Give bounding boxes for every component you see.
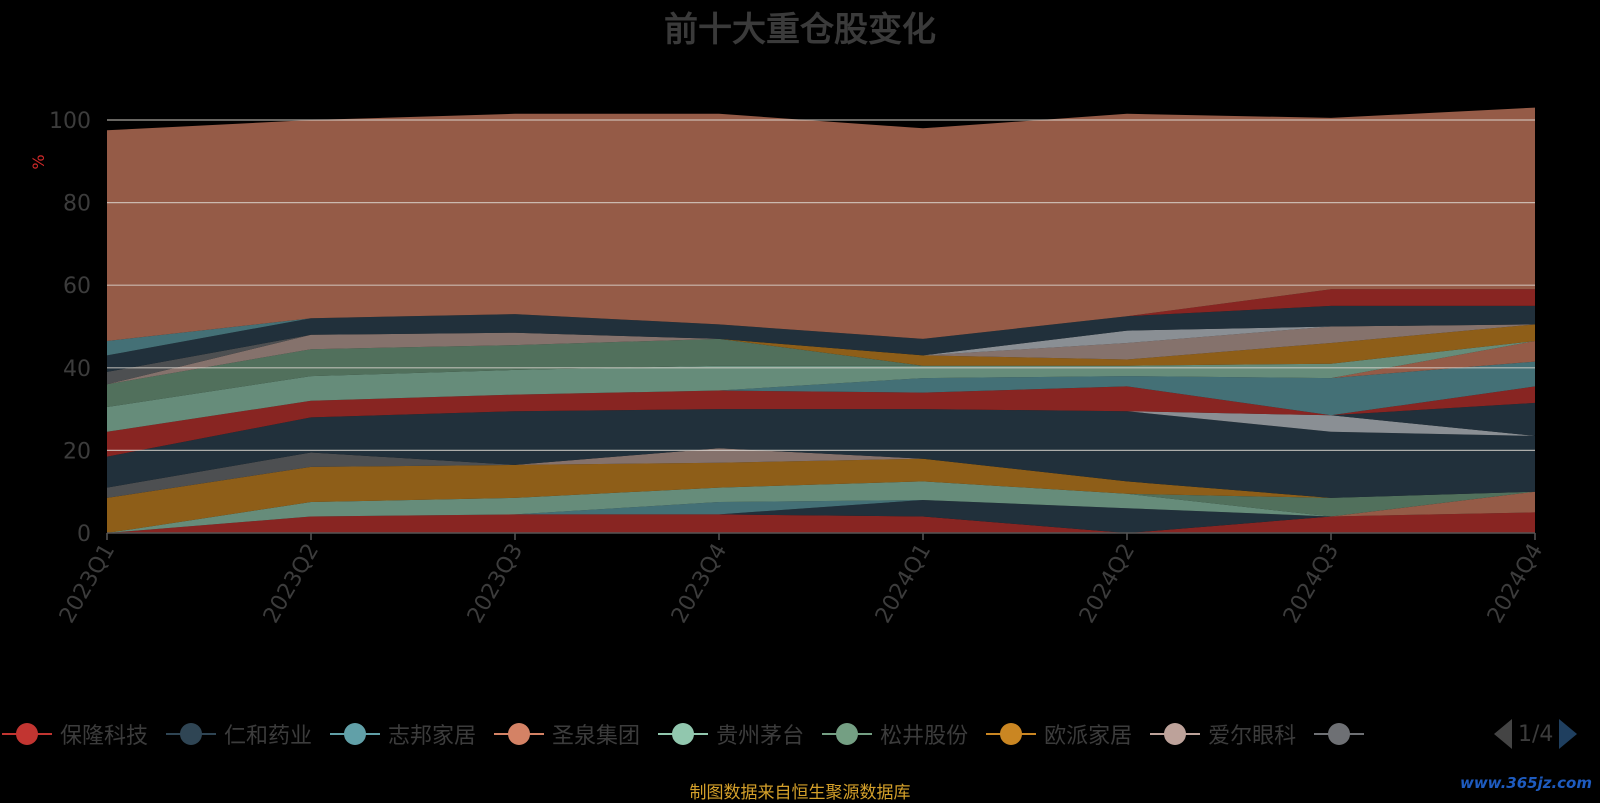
legend-page-indicator: 1/4 <box>1518 721 1554 747</box>
area-series-21 <box>107 305 1535 372</box>
x-tick-label-2023Q4: 2023Q4 <box>667 540 732 628</box>
legend-item-3[interactable]: 圣泉集团 <box>494 716 640 752</box>
legend-item-8[interactable] <box>1314 716 1372 752</box>
area-series-17 <box>107 324 1535 385</box>
legend-item-7[interactable]: 爱尔眼科 <box>1150 716 1296 752</box>
legend-item-0[interactable]: 保隆科技 <box>2 716 148 752</box>
chart-title: 前十大重仓股变化 <box>664 10 936 50</box>
x-tick-label-2024Q2: 2024Q2 <box>1075 540 1140 628</box>
legend-swatch-icon <box>986 722 1037 746</box>
legend-item-6[interactable]: 欧派家居 <box>986 716 1132 752</box>
y-axis-unit-label: % <box>29 154 48 169</box>
area-series-18 <box>107 324 1535 385</box>
area-series-9 <box>107 409 1535 498</box>
area-series-6 <box>107 458 1535 533</box>
x-tick-label-2023Q1: 2023Q1 <box>55 540 120 628</box>
y-tick-label-20: 20 <box>63 439 91 464</box>
legend-label: 圣泉集团 <box>552 724 641 749</box>
legend-label: 保隆科技 <box>60 724 149 749</box>
y-tick-label-100: 100 <box>49 109 91 134</box>
legend-pager: 1/4 <box>1494 716 1578 752</box>
area-series-20 <box>107 324 1535 372</box>
area-series-15 <box>107 341 1535 432</box>
area-series-1 <box>107 500 1535 533</box>
area-series-7 <box>107 448 1535 498</box>
area-series-13 <box>107 361 1535 432</box>
legend-swatch-icon <box>330 722 381 746</box>
x-tick-label-2023Q2: 2023Q2 <box>259 540 324 628</box>
y-tick-label-0: 0 <box>77 522 91 547</box>
legend-label: 志邦家居 <box>388 724 477 749</box>
y-tick-label-80: 80 <box>63 192 91 217</box>
legend-label: 爱尔眼科 <box>1208 724 1297 749</box>
legend-item-5[interactable]: 松井股份 <box>822 716 968 752</box>
legend-label: 欧派家居 <box>1044 724 1133 749</box>
legend-swatch-icon <box>658 722 709 746</box>
legend-swatch-icon <box>822 722 873 746</box>
area-series-12 <box>107 386 1535 457</box>
area-series-16 <box>107 338 1535 407</box>
y-tick-label-40: 40 <box>63 357 91 382</box>
data-source-note: 制图数据来自恒生聚源数据库 <box>689 783 911 803</box>
legend-swatch-icon <box>1314 722 1365 746</box>
area-series-0 <box>107 512 1535 533</box>
x-tick-label-2023Q3: 2023Q3 <box>463 540 528 628</box>
legend-next-page-icon[interactable] <box>1559 719 1578 749</box>
x-tick-label-2024Q1: 2024Q1 <box>871 540 936 628</box>
legend-prev-page-icon[interactable] <box>1494 719 1512 749</box>
legend-item-1[interactable]: 仁和药业 <box>166 716 312 752</box>
legend-swatch-icon <box>166 722 217 746</box>
legend-item-4[interactable]: 贵州茅台 <box>658 716 804 752</box>
legend-label: 贵州茅台 <box>716 724 805 749</box>
site-watermark: www.365jz.com <box>1459 774 1592 792</box>
legend-swatch-icon <box>1150 722 1201 746</box>
legend-label: 仁和药业 <box>224 724 313 749</box>
legend-swatch-icon <box>494 722 545 746</box>
x-tick-label-2024Q3: 2024Q3 <box>1279 540 1344 628</box>
y-tick-label-60: 60 <box>63 274 91 299</box>
area-series-24 <box>107 107 1535 341</box>
legend-swatch-icon <box>2 722 52 746</box>
x-tick-label-2024Q4: 2024Q4 <box>1483 540 1548 628</box>
area-series-2 <box>107 500 1535 533</box>
area-series-4 <box>107 481 1535 533</box>
legend-item-2[interactable]: 志邦家居 <box>330 716 476 752</box>
area-series-22 <box>107 289 1535 356</box>
stacked-area-chart: 0 20 40 60 80 100 2023Q1 2023Q2 2023Q3 2023Q4 2024… <box>29 107 1548 628</box>
area-series-5 <box>107 481 1535 533</box>
legend: 保隆科技 仁和药业 志邦家居 圣泉集团 贵州茅台 松井股份 欧派家居 爱尔眼科 <box>0 716 1470 752</box>
legend-label: 松井股份 <box>880 724 969 749</box>
